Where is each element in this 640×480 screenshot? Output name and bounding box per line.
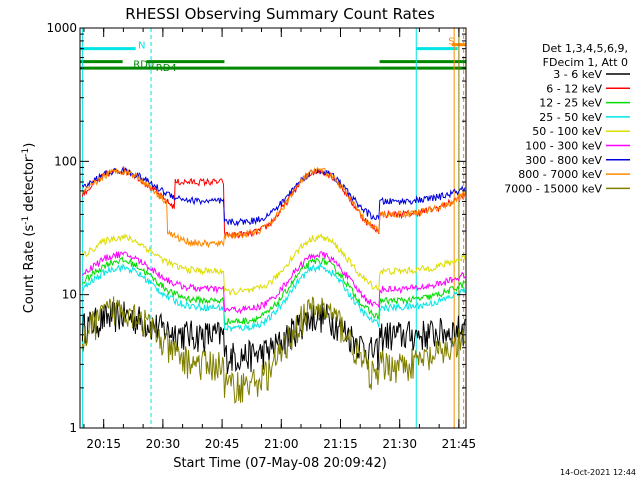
series-line-5	[82, 251, 466, 315]
count-rate-series	[81, 165, 466, 404]
x-tick-label: 21:15	[323, 437, 358, 451]
legend-label: 12 - 25 keV	[539, 97, 602, 110]
series-line-7	[82, 166, 466, 249]
attenuator-markers	[81, 28, 465, 428]
series-line-0	[81, 301, 466, 374]
x-tick-label: 21:30	[382, 437, 417, 451]
series-line-3	[82, 262, 466, 333]
y-label-main: Count Rate (s	[22, 225, 37, 314]
x-axis-label: Start Time (07-May-08 20:09:42)	[173, 456, 387, 471]
flag-label-rd0: RD0	[133, 60, 154, 71]
plot-frame	[79, 27, 467, 429]
flag-label-rd4: RD4	[156, 63, 177, 74]
series-line-1	[81, 166, 466, 240]
legend-label: 25 - 50 keV	[539, 111, 602, 124]
legend-label: 100 - 300 keV	[525, 140, 602, 153]
x-tick-label: 20:30	[146, 437, 181, 451]
legend-header: Det 1,3,4,5,6,9,	[542, 42, 628, 55]
legend-label: 7000 - 15000 keV	[504, 182, 602, 195]
x-tick-label: 21:45	[442, 437, 477, 451]
x-tick-label: 20:15	[86, 437, 121, 451]
legend-label: 6 - 12 keV	[546, 82, 602, 95]
flag-label-s: S	[448, 37, 454, 48]
y-tick-label: 10	[62, 288, 77, 302]
y-tick-label: 100	[54, 154, 77, 168]
legend-label: 50 - 100 keV	[532, 125, 602, 138]
y-label-mid: detector	[22, 156, 37, 216]
legend-label: 300 - 800 keV	[525, 154, 602, 167]
series-line-8	[81, 296, 466, 404]
series-line-4	[81, 232, 466, 296]
y-label-end: )	[22, 143, 37, 148]
chart-title: RHESSI Observing Summary Count Rates	[125, 5, 435, 23]
series-line-6	[81, 165, 466, 227]
x-tick-label: 21:00	[264, 437, 299, 451]
x-axis: 20:15 20:30 20:45 21:00 21:15 21:30 21:45	[83, 28, 477, 451]
y-axis-label: Count Rate (s-1 detector-1)	[21, 143, 37, 314]
legend-header: FDecim 1, Att 0	[543, 56, 628, 69]
y-label-sup1: -1	[21, 216, 31, 225]
legend-label: 3 - 6 keV	[553, 68, 602, 81]
series-line-2	[82, 256, 466, 326]
y-axis: 1 10 100 1000	[46, 21, 466, 435]
y-label-sup2: -1	[21, 148, 31, 157]
y-tick-label: 1	[69, 421, 77, 435]
legend-label: 800 - 7000 keV	[518, 168, 602, 181]
flag-label-n: N	[138, 41, 145, 52]
footer-date: 14-Oct-2021 12:44	[560, 468, 636, 477]
y-tick-label: 1000	[46, 21, 77, 35]
legend: Det 1,3,4,5,6,9,FDecim 1, Att 03 - 6 keV…	[504, 42, 630, 195]
flag-bars: N RD0 RD4 S	[80, 37, 466, 74]
x-tick-label: 20:45	[205, 437, 240, 451]
